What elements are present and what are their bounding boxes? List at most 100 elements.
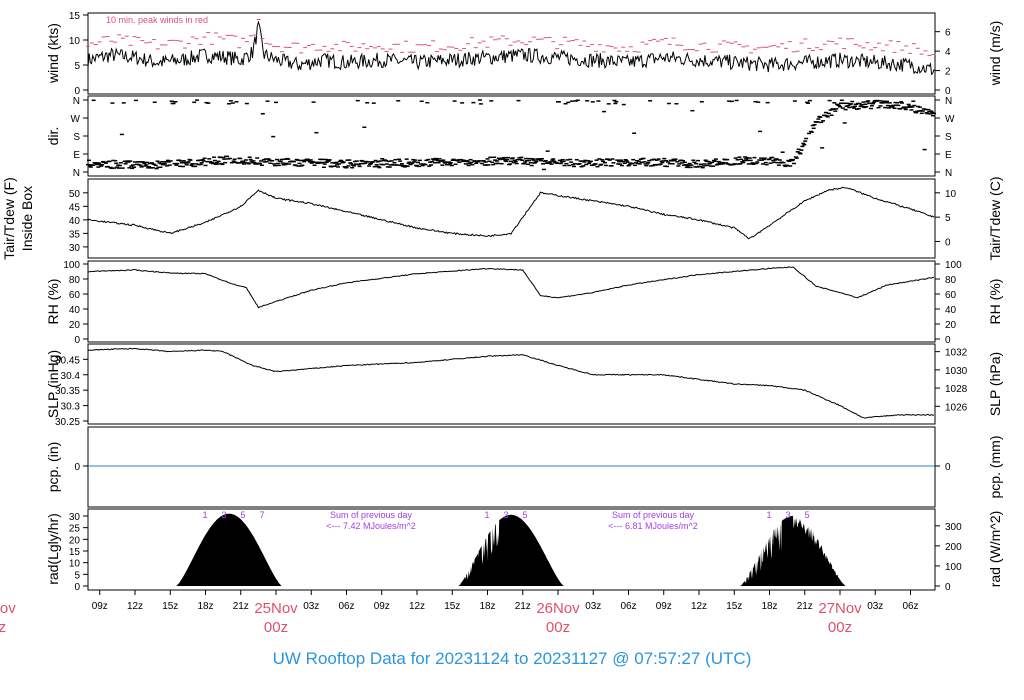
dir-right-label: N [945,96,952,107]
rad-ylabel-right: rad (W/m^2) [987,511,1003,588]
rh-left-label: 80 [69,275,81,286]
pcp-ylabel: pcp. (in) [45,442,61,493]
rh-series-line [87,266,935,309]
wind-left-label: 0 [74,86,80,97]
slp-right-label: 1032 [945,348,968,359]
wind-series-line [87,20,935,76]
dir-ylabel: dir. [45,127,61,146]
rad-left-label: 0 [74,582,80,593]
slp-right-label: 1026 [945,402,968,413]
rad-ylabel: rad(Lgly/hr) [45,513,61,585]
pcp-right-label: 0 [945,462,951,473]
slp-left-label: 30.45 [55,355,80,366]
wind-right-label: 0 [945,86,951,97]
uv-label: 3 [785,510,790,520]
temp-ylabel-2: Inside Box [19,186,35,251]
uv-label: 1 [202,510,207,520]
x-tick-label: 03z [303,601,319,612]
rad-left-label: 10 [69,559,81,570]
uv-label: 3 [503,510,508,520]
date-label: 26Nov [536,600,580,617]
wind-annotation: 10 min. peak winds in red [106,15,208,25]
rad-right-label: 300 [945,522,962,533]
dir-left-label: E [73,150,80,161]
wind-left-label: 10 [69,36,81,47]
temp-ylabel: Tair/Tdew (F) [1,177,17,259]
slp-left-label: 30.3 [61,402,81,413]
dir-right-label: N [945,168,952,179]
slp-panel-frame [87,343,936,425]
rh-left-label: 40 [69,305,81,316]
dir-right-label: S [945,132,952,143]
pcp-left-label: 0 [74,462,80,473]
x-tick-label: 12z [691,601,707,612]
rad-left-label: 25 [69,524,81,535]
dir-left-label: N [73,96,80,107]
x-tick-label: 21z [233,601,249,612]
x-tick-label: 18z [479,601,495,612]
wind-ylabel-right: wind (m/s) [987,21,1003,87]
x-tick-label: 09z [92,601,108,612]
rh-right-label: 60 [945,290,957,301]
uv-label: 5 [240,510,245,520]
date-label: 24Nov [0,600,16,617]
uv-label: 5 [804,510,809,520]
rad-note-line1: Sum of previous day [612,510,695,520]
x-tick-label: 15z [726,601,742,612]
temp-series-line [87,186,935,240]
uv-label: 1 [766,510,771,520]
rh-ylabel: RH (%) [45,279,61,325]
dir-left-label: W [71,114,81,125]
temp-left-label: 50 [69,189,81,200]
rh-right-label: 80 [945,275,957,286]
dir-right-label: E [945,150,952,161]
wind-right-label: 2 [945,67,951,78]
x-tick-label: 06z [902,601,918,612]
slp-ylabel: SLP (inHg) [45,350,61,418]
rad-day-area [740,516,846,586]
rad-right-label: 0 [945,582,951,593]
temp-left-label: 30 [69,243,81,254]
rad-note-line2: <--- 6.81 MJoules/m^2 [608,521,698,531]
rad-left-label: 5 [74,570,80,581]
wind-right-label: 6 [945,28,951,39]
rh-panel-frame [87,260,936,343]
x-tick-label: 03z [585,601,601,612]
slp-left-label: 30.25 [55,417,80,428]
dir-right-label: W [945,114,955,125]
date-time-label: 00z [0,619,6,636]
rad-right-label: 200 [945,542,962,553]
slp-right-label: 1030 [945,366,968,377]
rh-right-label: 0 [945,335,951,346]
wind-ylabel: wind (kts) [45,23,61,84]
rad-right-label: 100 [945,562,962,573]
temp-left-label: 40 [69,216,81,227]
x-tick-label: 06z [338,601,354,612]
rad-note-line2: <--- 7.42 MJoules/m^2 [326,521,416,531]
x-tick-label: 09z [656,601,672,612]
temp-right-label: 0 [945,237,951,248]
wind-left-label: 5 [74,61,80,72]
x-tick-label: 15z [444,601,460,612]
uv-label: 1 [484,510,489,520]
temp-left-label: 35 [69,229,81,240]
wind-left-label: 15 [69,11,81,22]
dir-left-label: S [73,132,80,143]
slp-left-label: 30.4 [61,371,81,382]
x-tick-label: 12z [409,601,425,612]
rh-left-label: 60 [69,290,81,301]
date-time-label: 00z [828,619,852,636]
temp-panel-frame [87,178,936,259]
x-tick-label: 21z [515,601,531,612]
dir-left-label: N [73,168,80,179]
uv-label: 5 [522,510,527,520]
x-tick-label: 21z [797,601,813,612]
x-tick-label: 15z [162,601,178,612]
pcp-ylabel-right: pcp. (mm) [987,436,1003,499]
uv-label: 7 [259,510,264,520]
slp-left-label: 30.35 [55,386,80,397]
slp-series-line [87,347,934,419]
chart-title: UW Rooftop Data for 20231124 to 20231127… [272,649,752,668]
pcp-panel-frame [87,426,936,508]
